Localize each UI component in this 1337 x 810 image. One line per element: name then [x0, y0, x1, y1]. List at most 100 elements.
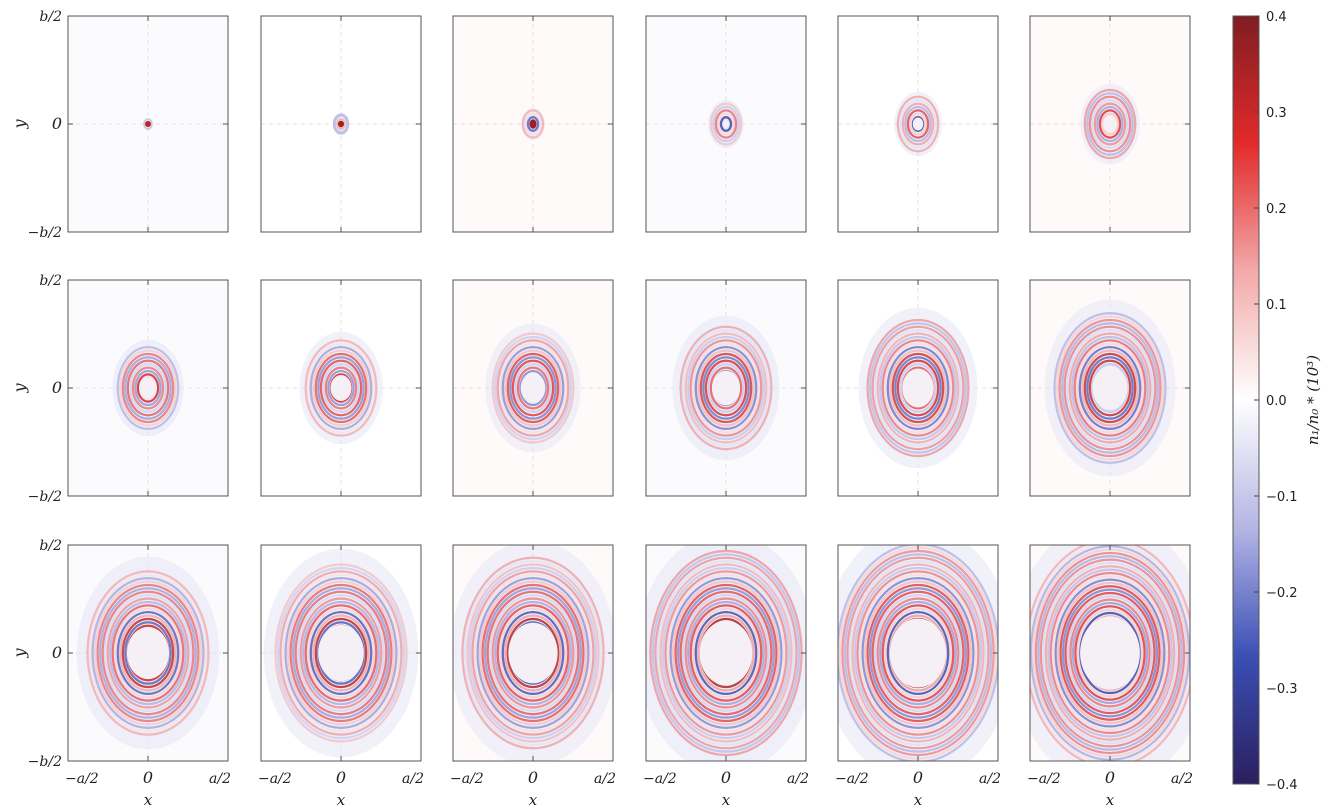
heatmap-panel	[452, 15, 614, 233]
ring	[124, 621, 172, 685]
ring	[314, 617, 368, 689]
ring	[1093, 102, 1127, 146]
colorbar-tick-label: −0.1	[1266, 490, 1298, 505]
ring	[846, 556, 990, 750]
ring	[866, 318, 970, 458]
ring	[879, 600, 957, 706]
heatmap-panel	[1029, 15, 1191, 233]
ring	[109, 600, 187, 706]
ring	[679, 590, 773, 716]
x-tick-label: a/2	[402, 771, 424, 787]
ring	[486, 590, 580, 716]
heatmap-panel: −a/2 0 a/2 x	[643, 544, 809, 809]
ring	[874, 594, 962, 712]
heatmap-panel: −a/2 0 a/2 x	[835, 544, 1001, 809]
ring	[501, 611, 565, 695]
ring	[526, 116, 540, 132]
y-tick-label: b/2	[39, 273, 62, 289]
heatmap-panel	[452, 279, 614, 497]
ring	[712, 105, 740, 143]
ring	[274, 563, 408, 743]
ring	[501, 346, 565, 430]
ring	[879, 335, 957, 441]
x-tick-label: 0	[913, 768, 923, 787]
ring	[1066, 329, 1154, 447]
y-tick-label: 0	[52, 378, 62, 397]
ring	[1063, 325, 1157, 451]
ring	[1098, 109, 1122, 139]
ring	[489, 594, 577, 712]
x-tick-label: −a/2	[1027, 771, 1061, 787]
colorbar: 0.4 0.3 0.2 0.1 0.0 −0.1 −0.2 −0.3 −0.4 n₁/n₀ * (…	[1232, 10, 1322, 793]
ring	[98, 587, 198, 719]
ring	[281, 573, 401, 733]
ring	[291, 587, 391, 719]
ring	[324, 366, 358, 410]
ring	[286, 580, 396, 726]
ring	[106, 597, 190, 709]
ring	[886, 346, 950, 430]
ring	[886, 611, 950, 695]
ring	[666, 573, 786, 733]
ring	[1069, 598, 1151, 708]
ring	[1086, 356, 1134, 420]
ring	[521, 109, 545, 139]
ring	[1054, 578, 1166, 728]
x-tick-label: −a/2	[450, 771, 484, 787]
ring	[871, 590, 965, 716]
y-tick-label: −b/2	[28, 489, 62, 505]
ring	[297, 594, 385, 712]
ring	[692, 342, 760, 434]
ring	[1064, 591, 1156, 715]
ring	[702, 356, 750, 420]
core	[722, 119, 730, 129]
ring	[119, 614, 177, 692]
ring	[868, 322, 968, 454]
ring	[101, 590, 195, 716]
ring	[111, 604, 185, 702]
ring	[876, 597, 960, 709]
heatmap-panel	[260, 279, 422, 497]
ring	[1053, 312, 1167, 464]
y-axis-label: y	[10, 383, 29, 394]
ring	[899, 99, 937, 149]
colorbar-tick-label: −0.2	[1266, 586, 1298, 601]
ring	[894, 356, 942, 420]
ring	[876, 332, 960, 444]
heatmap-panel	[837, 15, 999, 233]
ring	[853, 566, 983, 740]
ring	[669, 577, 783, 729]
core	[912, 117, 924, 131]
core	[139, 377, 157, 399]
ring	[709, 366, 743, 410]
ring	[1074, 605, 1146, 701]
y-tick-label: b/2	[39, 538, 62, 554]
ring	[473, 573, 593, 733]
heatmap-panel: b/2 0 −b/2 y	[10, 273, 229, 505]
x-axis-label: x	[529, 791, 538, 809]
core	[318, 624, 364, 682]
ring	[1059, 585, 1161, 721]
core	[529, 119, 537, 129]
ring	[124, 356, 172, 420]
ring	[684, 332, 768, 444]
x-tick-label: 0	[528, 768, 538, 787]
ring	[851, 563, 985, 743]
y-tick-label: b/2	[39, 9, 62, 25]
ring	[709, 102, 743, 146]
ring	[284, 577, 398, 729]
ring	[871, 325, 965, 451]
x-axis-label: x	[722, 791, 731, 809]
ring	[674, 583, 778, 723]
ring	[1057, 581, 1163, 725]
colorbar-tick-label: 0.4	[1266, 10, 1287, 25]
ring	[1083, 352, 1137, 424]
colorbar-label: n₁/n₀ * (10³)	[1304, 355, 1322, 445]
ring	[904, 105, 932, 143]
ring	[1061, 588, 1159, 718]
colorbar-tick-label: 0.1	[1266, 298, 1287, 313]
ring	[651, 553, 801, 753]
ring	[1058, 318, 1162, 458]
ring	[491, 332, 575, 444]
